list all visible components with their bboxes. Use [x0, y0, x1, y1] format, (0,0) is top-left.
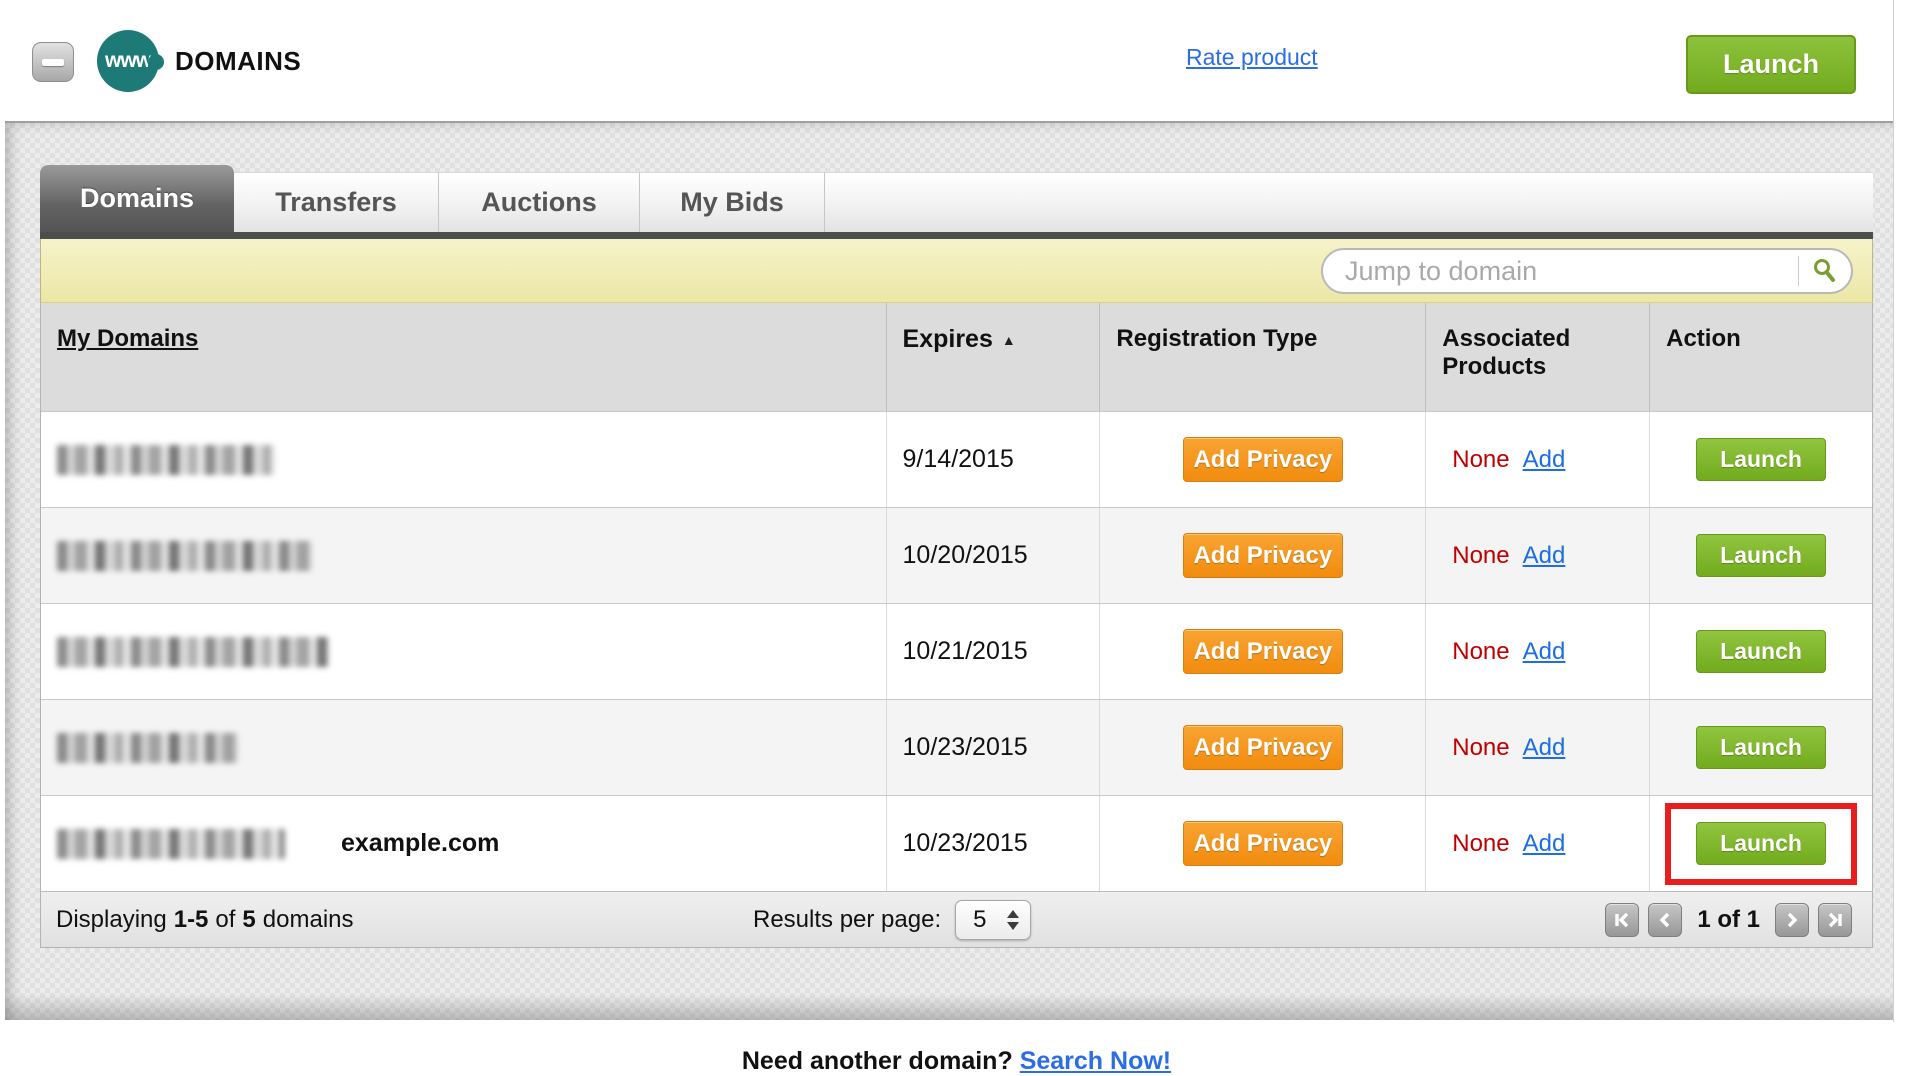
minus-icon	[42, 58, 64, 66]
chevron-right-icon	[1787, 912, 1798, 928]
associated-add-link[interactable]: Add	[1522, 541, 1566, 569]
red-highlight-box: Launch	[1665, 802, 1858, 885]
associated-add-link[interactable]: Add	[1522, 733, 1566, 761]
top-header: www DOMAINS Rate product Launch	[5, 0, 1893, 123]
column-my-domains[interactable]: My Domains	[41, 303, 887, 411]
search-now-link[interactable]: Search Now!	[1019, 1047, 1172, 1075]
tab-transfers[interactable]: Transfers	[234, 172, 439, 232]
rate-product-link[interactable]: Rate product	[1186, 44, 1318, 70]
table-header-row: My Domains Expires ▲ Registration Type A…	[41, 303, 1872, 411]
last-page-button[interactable]	[1818, 903, 1852, 937]
redacted-domain-name	[57, 732, 239, 763]
tab-bar: Domains Transfers Auctions My Bids	[40, 165, 1873, 232]
previous-page-button[interactable]	[1648, 903, 1683, 937]
app-window: www DOMAINS Rate product Launch Domains …	[5, 0, 1894, 1075]
magnifier-icon	[1814, 259, 1835, 282]
results-per-page: Results per page: 5	[753, 900, 1032, 940]
domain-annotation: example.com	[341, 829, 500, 857]
add-privacy-button[interactable]: Add Privacy	[1182, 533, 1343, 578]
table-row: 9/14/2015 Add Privacy None Add Launch	[41, 411, 1872, 507]
pagination: 1 of 1	[1605, 903, 1852, 937]
my-domains-header-link[interactable]: My Domains	[57, 325, 199, 352]
add-privacy-button[interactable]: Add Privacy	[1182, 725, 1343, 770]
chevron-left-icon	[1659, 912, 1670, 928]
redacted-domain-name	[57, 828, 285, 859]
row-launch-button[interactable]: Launch	[1696, 630, 1827, 673]
page-indicator: 1 of 1	[1697, 906, 1760, 933]
add-privacy-button[interactable]: Add Privacy	[1182, 629, 1343, 674]
header-launch-button[interactable]: Launch	[1686, 35, 1856, 94]
page-title: DOMAINS	[175, 46, 302, 76]
displaying-items: domains	[262, 906, 354, 933]
next-page-button[interactable]	[1775, 903, 1809, 937]
associated-add-link[interactable]: Add	[1522, 829, 1566, 857]
add-privacy-button[interactable]: Add Privacy	[1182, 821, 1343, 866]
associated-none-label: None	[1452, 637, 1510, 665]
first-page-button[interactable]	[1605, 903, 1640, 937]
associated-add-link[interactable]: Add	[1522, 445, 1566, 473]
tab-underline-bar	[40, 232, 1873, 239]
displaying-range: 1-5	[173, 906, 209, 933]
expires-value: 10/20/2015	[887, 508, 1101, 603]
column-expires[interactable]: Expires ▲	[887, 303, 1101, 411]
tab-auctions[interactable]: Auctions	[439, 172, 640, 232]
results-per-page-select[interactable]: 5	[955, 900, 1032, 940]
table-row-example: example.com 10/23/2015 Add Privacy None …	[41, 795, 1872, 891]
table-footer: Displaying 1-5 of 5 domains Results per …	[40, 891, 1873, 948]
associated-none-label: None	[1452, 733, 1510, 761]
displaying-label: Displaying	[56, 906, 167, 933]
tab-my-bids[interactable]: My Bids	[640, 172, 825, 232]
search-button[interactable]	[1799, 250, 1851, 292]
expires-value: 10/21/2015	[887, 604, 1101, 699]
expires-value: 10/23/2015	[887, 700, 1101, 795]
sort-ascending-icon: ▲	[1001, 332, 1016, 348]
redacted-domain-name	[57, 444, 275, 475]
jump-to-domain-input[interactable]	[1323, 255, 1798, 287]
row-launch-button[interactable]: Launch	[1696, 438, 1827, 481]
tab-domains[interactable]: Domains	[40, 165, 234, 232]
last-page-icon	[1828, 912, 1842, 928]
column-action: Action	[1666, 325, 1741, 352]
associated-none-label: None	[1452, 829, 1510, 857]
need-domain-line: Need another domain? Search Now!	[40, 1047, 1873, 1076]
displaying-total: 5	[242, 906, 256, 933]
tab-bar-filler	[825, 172, 1873, 232]
content-background: Domains Transfers Auctions My Bids	[5, 123, 1893, 1075]
need-domain-prompt: Need another domain?	[741, 1047, 1013, 1075]
table-row: 10/21/2015 Add Privacy None Add Launch	[41, 603, 1872, 699]
associated-none-label: None	[1452, 445, 1510, 473]
displaying-of: of	[215, 906, 236, 933]
first-page-icon	[1615, 912, 1629, 928]
row-launch-button[interactable]: Launch	[1696, 726, 1827, 769]
redacted-domain-name	[57, 540, 313, 571]
column-associated-products: Associated Products	[1426, 303, 1651, 411]
redacted-domain-name	[57, 636, 329, 667]
displaying-status: Displaying 1-5 of 5 domains	[56, 906, 354, 934]
expires-value: 10/23/2015	[887, 796, 1101, 891]
expires-value: 9/14/2015	[887, 412, 1101, 507]
select-stepper-icon	[1007, 910, 1020, 930]
collapse-button[interactable]	[32, 42, 74, 82]
search-divider	[1798, 256, 1799, 286]
results-per-page-label: Results per page:	[753, 906, 942, 933]
row-launch-button[interactable]: Launch	[1696, 822, 1827, 865]
www-globe-icon: www	[97, 30, 164, 92]
domains-panel: Domains Transfers Auctions My Bids	[40, 165, 1873, 1075]
row-launch-button[interactable]: Launch	[1696, 534, 1827, 577]
search-bar	[40, 239, 1873, 303]
results-per-page-value: 5	[973, 906, 987, 933]
table-row: 10/20/2015 Add Privacy None Add Launch	[41, 507, 1872, 603]
table-row: 10/23/2015 Add Privacy None Add Launch	[41, 699, 1872, 795]
add-privacy-button[interactable]: Add Privacy	[1182, 437, 1343, 482]
associated-add-link[interactable]: Add	[1522, 637, 1566, 665]
domains-table: My Domains Expires ▲ Registration Type A…	[40, 303, 1873, 891]
associated-none-label: None	[1452, 541, 1510, 569]
jump-to-domain-box	[1321, 248, 1853, 294]
column-registration-type: Registration Type	[1100, 303, 1427, 411]
expires-header-label: Expires	[902, 325, 993, 353]
